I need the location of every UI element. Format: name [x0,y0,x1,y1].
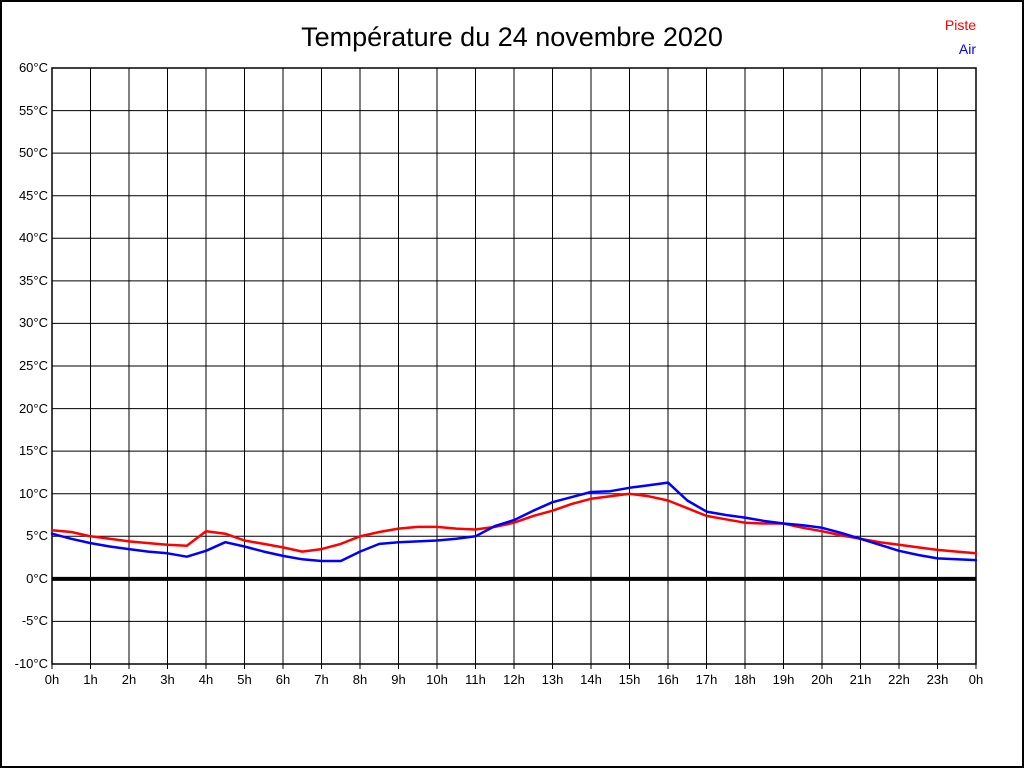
legend-item-piste: Piste [944,17,976,33]
grid-lines [51,67,977,669]
chart-legend: Piste Air [945,13,976,61]
series-line-piste [50,492,978,555]
chart-title: Température du 24 novembre 2020 [301,22,723,52]
legend-item-air: Air [958,41,976,57]
plot-border [51,67,977,665]
series-line-air [50,481,978,563]
